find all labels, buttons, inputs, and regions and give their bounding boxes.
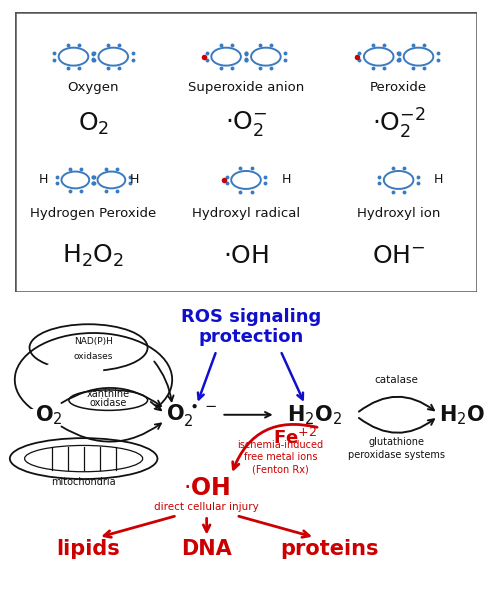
- Text: ischemia-induced
free metal ions
(Fenton Rx): ischemia-induced free metal ions (Fenton…: [237, 440, 324, 474]
- Text: H: H: [434, 173, 444, 186]
- Text: Fe$^{+2}$: Fe$^{+2}$: [273, 428, 317, 448]
- Text: Hydroxyl radical: Hydroxyl radical: [192, 207, 300, 220]
- Text: H$_2$O$_2$: H$_2$O$_2$: [62, 242, 124, 268]
- Text: Hydrogen Peroxide: Hydrogen Peroxide: [30, 207, 156, 220]
- Text: H: H: [38, 173, 48, 186]
- Text: oxidases: oxidases: [74, 352, 113, 361]
- Text: mitochondria: mitochondria: [51, 477, 116, 487]
- Text: O$_2$: O$_2$: [78, 111, 109, 137]
- Text: direct cellular injury: direct cellular injury: [154, 502, 259, 512]
- Text: catalase: catalase: [374, 375, 418, 385]
- Text: O$_2$: O$_2$: [35, 403, 63, 427]
- Text: DNA: DNA: [181, 539, 232, 559]
- FancyBboxPatch shape: [15, 12, 477, 292]
- Text: proteins: proteins: [280, 539, 379, 559]
- Text: OH$^{-}$: OH$^{-}$: [372, 244, 426, 268]
- Text: xanthine: xanthine: [87, 389, 130, 399]
- Text: H$_2$O: H$_2$O: [439, 403, 486, 427]
- Text: $\cdot$OH: $\cdot$OH: [183, 476, 230, 500]
- FancyBboxPatch shape: [10, 409, 182, 435]
- Text: H$_2$O$_2$: H$_2$O$_2$: [287, 403, 342, 427]
- Text: lipids: lipids: [57, 539, 121, 559]
- Text: Oxygen: Oxygen: [67, 81, 119, 94]
- Text: Hydroxyl ion: Hydroxyl ion: [357, 207, 440, 220]
- Text: $\cdot$O$_2^{-}$: $\cdot$O$_2^{-}$: [225, 109, 267, 139]
- Ellipse shape: [44, 359, 103, 380]
- Text: NAD(P)H: NAD(P)H: [74, 337, 113, 346]
- Text: Superoxide anion: Superoxide anion: [188, 81, 304, 94]
- Text: $\cdot$O$_2^{-2}$: $\cdot$O$_2^{-2}$: [371, 107, 426, 141]
- Text: Peroxide: Peroxide: [370, 81, 427, 94]
- Text: O$_2^{\,\bullet-}$: O$_2^{\,\bullet-}$: [166, 402, 217, 428]
- Text: $\cdot$OH: $\cdot$OH: [223, 244, 269, 268]
- Text: glutathione
peroxidase systems: glutathione peroxidase systems: [347, 437, 445, 460]
- Text: H: H: [281, 173, 291, 186]
- Text: ROS signaling
protection: ROS signaling protection: [181, 308, 321, 346]
- Text: H: H: [130, 173, 139, 186]
- Text: oxidase: oxidase: [90, 398, 127, 408]
